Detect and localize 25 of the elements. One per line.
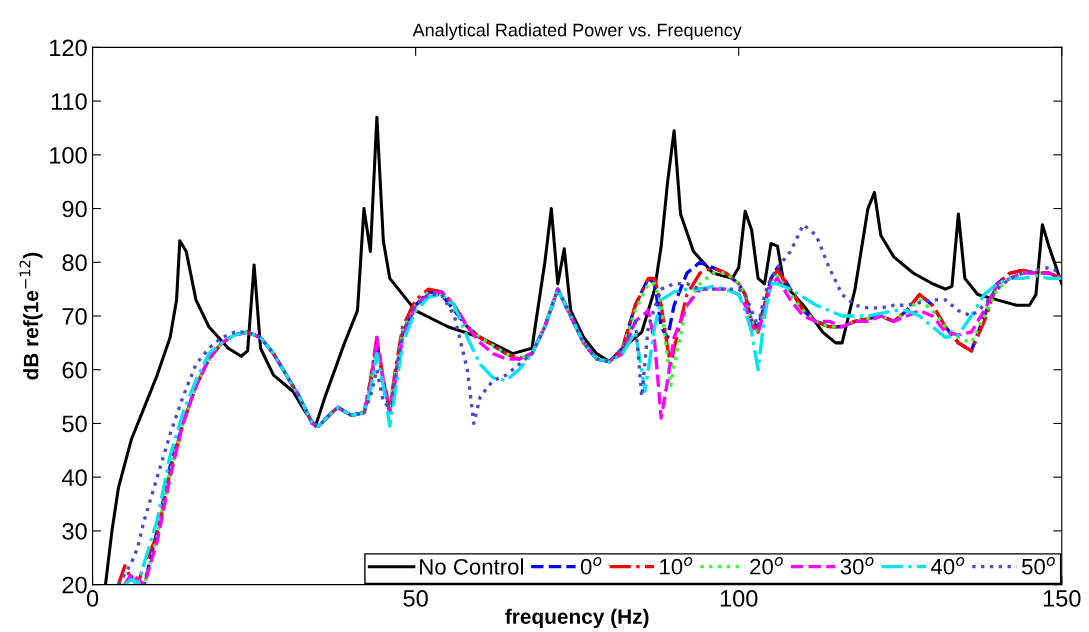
y-tick-label: 70 (62, 308, 87, 325)
x-tick-label: 0 (86, 590, 99, 607)
y-axis-title: dB ref(1e$^{−12}$) (19, 252, 43, 380)
y-tick-label: 80 (62, 254, 87, 272)
y-tick-label: 40 (61, 469, 87, 486)
x-tick-label: 100 (720, 590, 758, 607)
legend-label: 50$^{o}$ (1022, 557, 1055, 575)
y-tick-label: 90 (62, 200, 87, 218)
y-tick-label: 20 (62, 576, 87, 594)
chart-title: Analytical Radiated Power vs. Frequency (412, 23, 742, 41)
y-tick-label: 120 (50, 39, 87, 57)
y-tick-label: 60 (62, 361, 87, 379)
y-tick-label: 30 (62, 522, 87, 540)
legend-label: 30$^{o}$ (840, 557, 874, 575)
y-tick-label: 50 (62, 415, 87, 433)
legend-label: 0$^{o}$ (580, 557, 602, 575)
x-tick-label: 50 (403, 590, 428, 607)
y-tick-label: 100 (50, 146, 87, 164)
legend-label: 40$^{o}$ (930, 557, 965, 575)
x-tick-label: 150 (1043, 590, 1081, 607)
y-tick-label: 110 (51, 93, 87, 110)
legend-label: 10$^{o}$ (660, 557, 693, 575)
x-axis-title: frequency (Hz) (505, 608, 649, 629)
legend-label: No Control (420, 558, 523, 575)
legend-label: 20$^{o}$ (750, 557, 783, 575)
